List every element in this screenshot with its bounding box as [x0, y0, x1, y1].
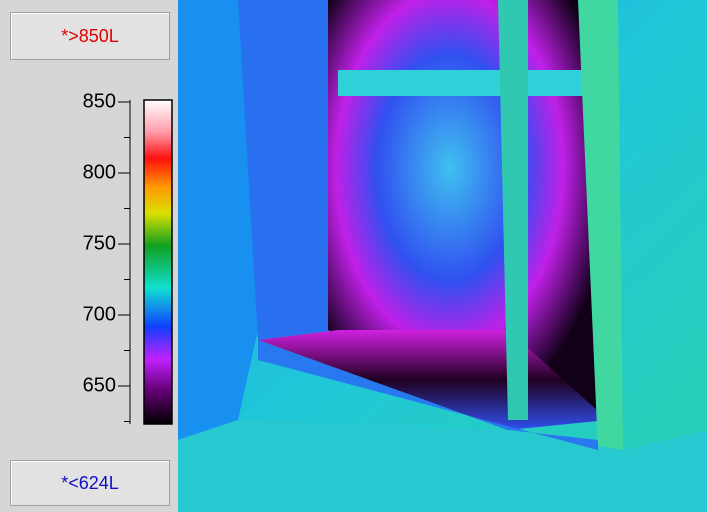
tick-label: 750 — [83, 232, 116, 254]
tick-label: 800 — [83, 161, 116, 183]
color-scale: 850 800 750 700 650 — [83, 90, 173, 425]
tick-label: 700 — [83, 303, 116, 325]
tick-label: 850 — [83, 90, 116, 112]
thermal-image — [178, 0, 707, 512]
tick-label: 650 — [83, 374, 116, 396]
color-bar — [143, 99, 173, 425]
lower-limit-label: *<624L — [10, 460, 170, 506]
upper-limit-label: *>850L — [10, 12, 170, 60]
